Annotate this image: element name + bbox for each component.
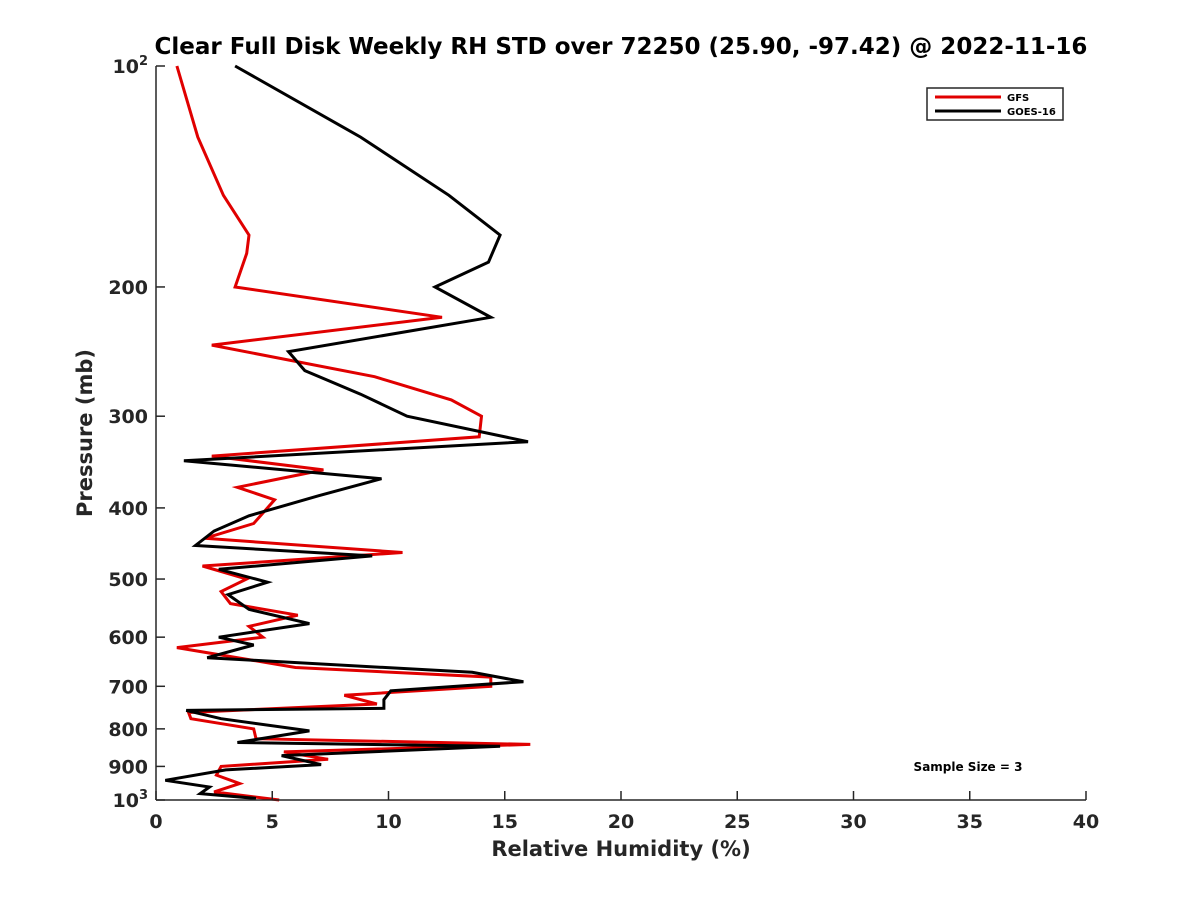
legend: GFS GOES-16: [926, 87, 1064, 121]
series-line-gfs: [175, 65, 531, 802]
y-tick-label: 300: [108, 406, 148, 428]
y-tick-label: 102: [113, 54, 149, 78]
series-layer: [165, 64, 531, 802]
x-tick-label: 25: [724, 811, 750, 833]
x-tick-label: 10: [375, 811, 401, 833]
y-tick-label: 200: [108, 277, 148, 299]
x-tick-label: 0: [149, 811, 162, 833]
y-tick-label: 400: [108, 498, 148, 520]
x-axis-title: Relative Humidity (%): [491, 837, 750, 861]
x-tick-label: 5: [266, 811, 279, 833]
y-tick-label: 600: [108, 627, 148, 649]
y-tick-label: 900: [108, 756, 148, 778]
axes-layer: 0 5 10 15 20 25 30 35 40 102 200 300 400 500 600 700 800…: [108, 54, 1099, 833]
x-tick-label: 20: [608, 811, 634, 833]
y-tick-label: 103: [113, 788, 149, 812]
legend-label-gfs: GFS: [1007, 93, 1029, 104]
sample-size-annotation: Sample Size = 3: [914, 760, 1023, 774]
legend-box: [926, 87, 1064, 121]
y-tick-label: 800: [108, 719, 148, 741]
y-tick-label: 700: [108, 676, 148, 698]
x-tick-label: 35: [957, 811, 983, 833]
x-tick-label: 30: [840, 811, 866, 833]
legend-label-goes-16: GOES-16: [1007, 107, 1056, 118]
x-tick-label: 15: [492, 811, 518, 833]
x-tick-label: 40: [1073, 811, 1099, 833]
chart-title: Clear Full Disk Weekly RH STD over 72250…: [155, 34, 1088, 60]
y-axis-title: Pressure (mb): [73, 349, 97, 517]
series-line-goes-16: [165, 64, 529, 800]
y-tick-label: 500: [108, 569, 148, 591]
